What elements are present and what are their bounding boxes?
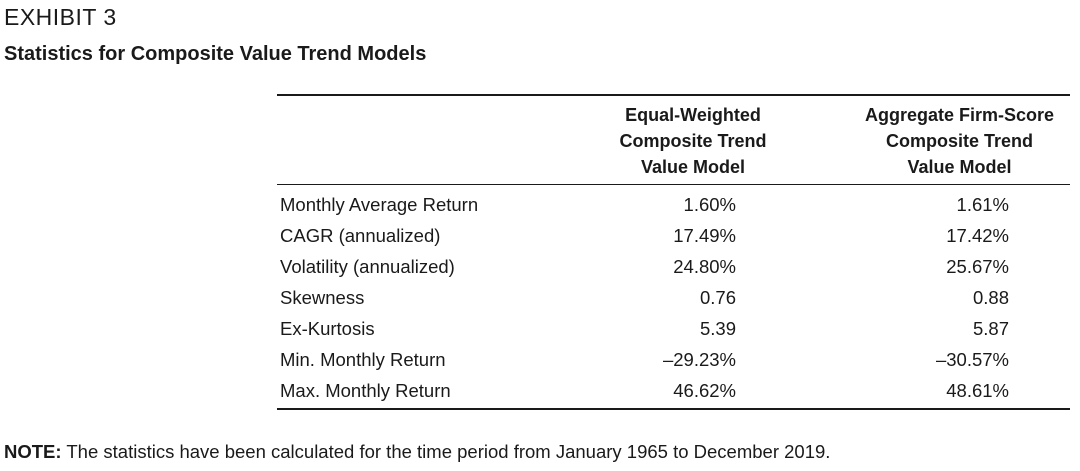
row-label: Monthly Average Return xyxy=(280,194,479,215)
header-line: Equal-Weighted xyxy=(625,105,761,125)
table-row: Skewness 0.76 0.88 xyxy=(277,282,1070,313)
row-label: Skewness xyxy=(280,287,365,308)
table-header-row: Equal-Weighted Composite Trend Value Mod… xyxy=(277,95,1070,185)
row-label: Ex-Kurtosis xyxy=(280,318,375,339)
table-row: Min. Monthly Return –29.23% –30.57% xyxy=(277,344,1070,375)
header-equal-weighted: Equal-Weighted Composite Trend Value Mod… xyxy=(537,95,849,185)
aggregate-value: 5.87 xyxy=(972,318,1009,339)
header-line: Value Model xyxy=(640,157,746,177)
aggregate-value: 0.88 xyxy=(972,287,1009,308)
statistics-table: Equal-Weighted Composite Trend Value Mod… xyxy=(277,94,1070,410)
footnote: NOTE: The statistics have been calculate… xyxy=(4,440,830,464)
row-label: Max. Monthly Return xyxy=(280,380,451,401)
row-label: Volatility (annualized) xyxy=(280,256,455,277)
table-row: Volatility (annualized) 24.80% 25.67% xyxy=(277,251,1070,282)
header-line: Composite Trend xyxy=(619,131,767,151)
equal-weighted-value: 46.62% xyxy=(673,380,736,401)
aggregate-value: 48.61% xyxy=(946,380,1009,401)
equal-weighted-value: –29.23% xyxy=(662,349,736,370)
table-row: Monthly Average Return 1.60% 1.61% xyxy=(277,185,1070,221)
header-row-label xyxy=(277,95,537,185)
row-label: CAGR (annualized) xyxy=(280,225,441,246)
aggregate-value: 17.42% xyxy=(946,225,1009,246)
header-line: Composite Trend xyxy=(885,131,1033,151)
table-row: Max. Monthly Return 46.62% 48.61% xyxy=(277,375,1070,409)
equal-weighted-value: 24.80% xyxy=(673,256,736,277)
note-label: NOTE: xyxy=(4,441,62,462)
header-line: Value Model xyxy=(907,157,1012,177)
note-text: The statistics have been calculated for … xyxy=(61,441,831,462)
header-line: Aggregate Firm-Score xyxy=(864,105,1055,125)
table-row: Ex-Kurtosis 5.39 5.87 xyxy=(277,313,1070,344)
header-aggregate-firm-score: Aggregate Firm-Score Composite Trend Val… xyxy=(849,95,1070,185)
equal-weighted-value: 17.49% xyxy=(673,225,736,246)
exhibit-title: Statistics for Composite Value Trend Mod… xyxy=(4,43,427,65)
aggregate-value: –30.57% xyxy=(935,349,1009,370)
table-row: CAGR (annualized) 17.49% 17.42% xyxy=(277,220,1070,251)
exhibit-label: EXHIBIT 3 xyxy=(4,4,117,30)
equal-weighted-value: 0.76 xyxy=(699,287,736,308)
row-label: Min. Monthly Return xyxy=(280,349,446,370)
equal-weighted-value: 5.39 xyxy=(699,318,736,339)
equal-weighted-value: 1.60% xyxy=(683,194,736,215)
aggregate-value: 1.61% xyxy=(956,194,1009,215)
aggregate-value: 25.67% xyxy=(946,256,1009,277)
